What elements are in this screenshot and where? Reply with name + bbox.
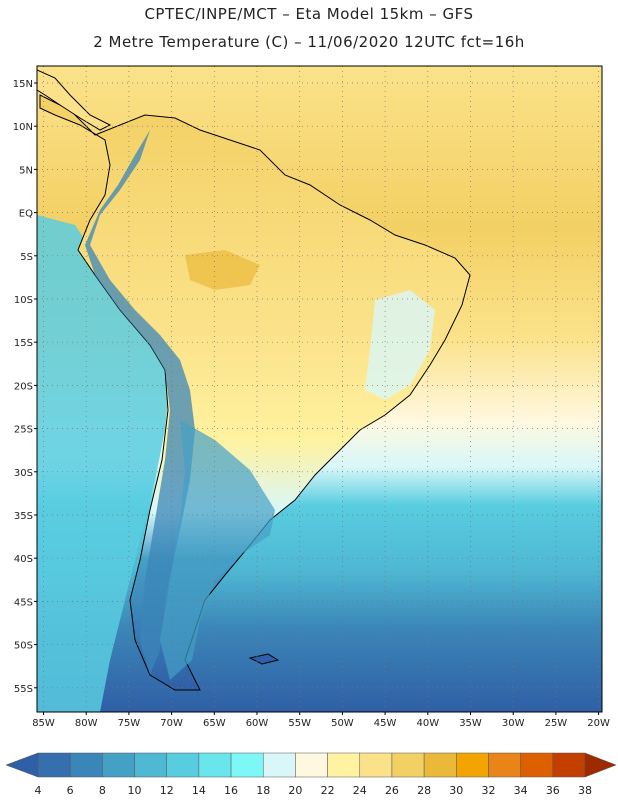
map-field (37, 66, 602, 712)
colorbar-swatch (327, 752, 361, 778)
graticule (37, 66, 602, 712)
colorbar-label: 18 (256, 784, 270, 797)
longitude-tick-label: 65W (203, 718, 226, 729)
colorbar-swatch (198, 752, 232, 778)
longitude-axis: 85W 80W 75W 70W 65W 60W 55W 50W 45W 40W 35W 30W 25W 2… (32, 712, 610, 729)
colorbar-swatch (262, 752, 296, 778)
colorbar-label: 28 (417, 784, 431, 797)
colorbar-label: 4 (35, 784, 42, 797)
latitude-tick-label: 25S (14, 425, 33, 436)
colorbar-low-arrow (5, 752, 39, 778)
latitude-tick-label: EQ (19, 209, 33, 220)
colorbar-swatch (423, 752, 457, 778)
patagonia-cold-region (160, 420, 275, 680)
longitude-tick-label: 60W (246, 718, 269, 729)
longitude-tick-label: 55W (288, 718, 311, 729)
colorbar-label: 10 (128, 784, 142, 797)
colorbar-swatch (488, 752, 521, 778)
colorbar-label: 22 (321, 784, 335, 797)
andes-cold-ridge (85, 130, 195, 675)
longitude-tick-label: 25W (545, 718, 568, 729)
amazon-warm-core (185, 250, 260, 290)
colorbar-swatch (102, 752, 135, 778)
latitude-tick-label: 10N (13, 122, 33, 133)
colorbar-label: 16 (224, 784, 238, 797)
brazil-highland-cool (365, 290, 435, 400)
latitude-tick-label: 5N (19, 165, 33, 176)
latitude-tick-label: 30S (14, 468, 33, 479)
latitude-tick-label: 15N (13, 79, 33, 90)
colorbar-label: 6 (67, 784, 74, 797)
map-title: CPTEC/INPE/MCT – Eta Model 15km – GFS (144, 5, 474, 23)
longitude-tick-label: 50W (331, 718, 354, 729)
colorbar-label: 20 (288, 784, 302, 797)
map-frame (36, 65, 603, 713)
colorbar-high-arrow (584, 752, 617, 778)
latitude-tick-label: 15S (14, 338, 33, 349)
longitude-tick-label: 45W (374, 718, 397, 729)
colorbar-label: 26 (385, 784, 399, 797)
latitude-tick-label: 55S (14, 684, 33, 695)
latitude-tick-label: 45S (14, 597, 33, 608)
colorbar-label: 24 (353, 784, 367, 797)
colorbar-swatch (391, 752, 425, 778)
colorbar-swatch (359, 752, 393, 778)
latitude-tick-label: 40S (14, 554, 33, 565)
colorbar-swatch (166, 752, 200, 778)
colorbar-label: 30 (449, 784, 463, 797)
colorbar-label: 12 (160, 784, 174, 797)
colorbar-swatch (552, 752, 586, 778)
colorbar-label: 38 (578, 784, 592, 797)
colorbar-label: 14 (192, 784, 206, 797)
colorbar-label: 32 (481, 784, 495, 797)
latitude-tick-label: 35S (14, 511, 33, 522)
colorbar-swatch (295, 752, 328, 778)
colorbar-swatch (230, 752, 264, 778)
colorbar: 4 6 8 10 12 14 16 18 20 22 24 26 28 30 32 34 36 38 (5, 752, 617, 797)
pacific-cool-band (37, 215, 170, 712)
longitude-tick-label: 80W (75, 718, 98, 729)
latitude-axis: 15N 10N 5N EQ 5S 10S 15S 20S 25S 30S 35S 40S 45S 50S 5… (13, 79, 37, 695)
longitude-tick-label: 30W (502, 718, 525, 729)
latitude-tick-label: 50S (14, 641, 33, 652)
colorbar-swatch (37, 752, 71, 778)
colorbar-swatch (456, 752, 489, 778)
longitude-tick-label: 35W (459, 718, 482, 729)
longitude-tick-label: 85W (32, 718, 55, 729)
longitude-tick-label: 70W (160, 718, 183, 729)
colorbar-label: 34 (514, 784, 528, 797)
longitude-tick-label: 20W (587, 718, 610, 729)
map-subtitle: 2 Metre Temperature (C) – 11/06/2020 12U… (93, 33, 525, 51)
colorbar-swatch (69, 752, 103, 778)
longitude-tick-label: 75W (118, 718, 141, 729)
colorbar-swatch (520, 752, 554, 778)
central-america (37, 69, 112, 131)
longitude-tick-label: 40W (416, 718, 439, 729)
latitude-tick-label: 5S (20, 252, 33, 263)
colorbar-label: 8 (99, 784, 106, 797)
colorbar-label: 36 (546, 784, 560, 797)
latitude-tick-label: 20S (14, 381, 33, 392)
colorbar-swatch (134, 752, 167, 778)
latitude-tick-label: 10S (14, 295, 33, 306)
